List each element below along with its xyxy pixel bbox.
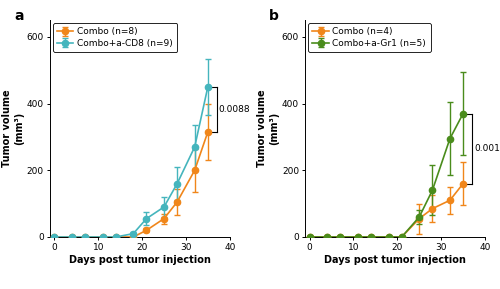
X-axis label: Days post tumor injection: Days post tumor injection xyxy=(324,255,466,265)
Text: b: b xyxy=(270,9,279,23)
Text: a: a xyxy=(14,9,24,23)
Legend: Combo (n=8), Combo+a-CD8 (n=9): Combo (n=8), Combo+a-CD8 (n=9) xyxy=(52,23,178,52)
Text: 0.0088: 0.0088 xyxy=(219,105,250,114)
Text: 0.0019: 0.0019 xyxy=(474,144,500,153)
Y-axis label: Tumor volume
(mm³): Tumor volume (mm³) xyxy=(2,90,24,167)
Legend: Combo (n=4), Combo+a-Gr1 (n=5): Combo (n=4), Combo+a-Gr1 (n=5) xyxy=(308,23,430,52)
Y-axis label: Tumor volume
(mm³): Tumor volume (mm³) xyxy=(258,90,279,167)
X-axis label: Days post tumor injection: Days post tumor injection xyxy=(69,255,211,265)
